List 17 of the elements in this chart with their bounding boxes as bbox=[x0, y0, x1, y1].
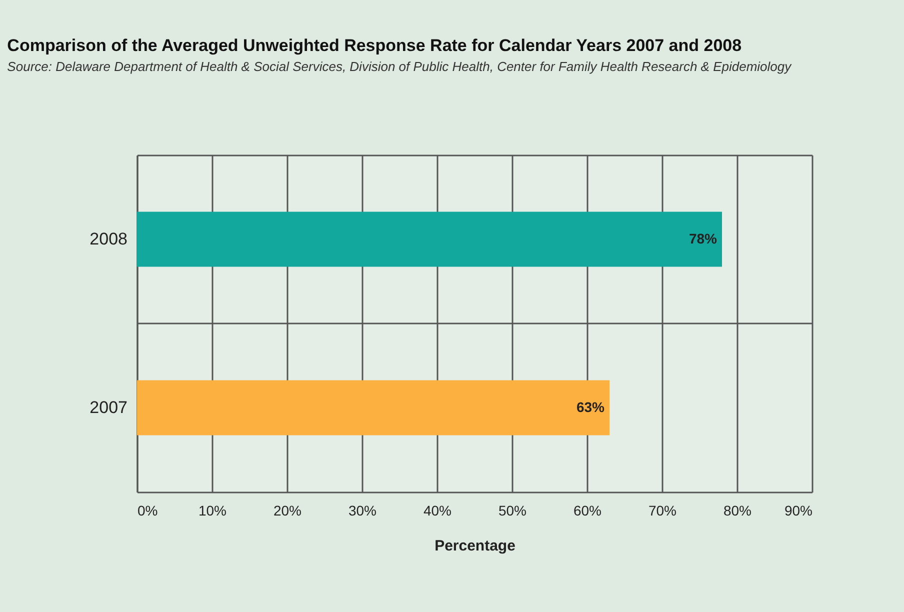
x-tick-label: 80% bbox=[723, 502, 752, 518]
x-tick-label: 60% bbox=[573, 502, 602, 518]
y-tick-label: 2007 bbox=[90, 398, 128, 417]
x-axis-title: Percentage bbox=[434, 538, 516, 554]
data-label: 78% bbox=[688, 230, 718, 246]
x-tick-label: 0% bbox=[138, 502, 158, 518]
x-tick-label: 70% bbox=[648, 502, 677, 518]
x-tick-label: 20% bbox=[273, 502, 302, 518]
source-note: Source: Delaware Department of Health & Social Services, Division of Public Health, Center for Family Health Research & Epidemiology bbox=[7, 59, 793, 74]
data-label: 63% bbox=[576, 398, 606, 415]
x-tick-label: 90% bbox=[784, 502, 812, 518]
x-tick-label: 10% bbox=[198, 502, 227, 518]
y-tick-label: 2008 bbox=[90, 229, 128, 248]
x-tick-label: 50% bbox=[498, 502, 527, 518]
x-tick-label: 30% bbox=[348, 502, 377, 518]
x-tick-label: 40% bbox=[423, 502, 452, 518]
chart-title: Comparison of the Averaged Unweighted Response Rate for Calendar Years 2007 and 2008 bbox=[7, 36, 742, 55]
